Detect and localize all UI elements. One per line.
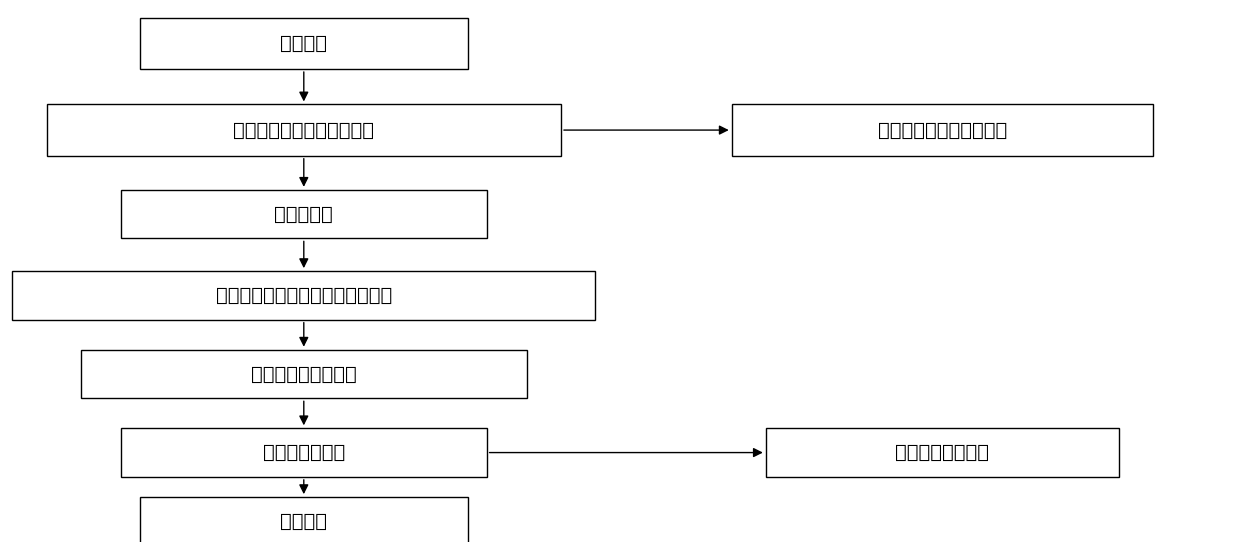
Bar [122,190,486,238]
Text: 燃气的瞬时流量和累计流量的监测: 燃气的瞬时流量和累计流量的监测 [216,286,392,305]
Bar [81,350,527,398]
Text: 出口压力的监测: 出口压力的监测 [263,443,345,462]
Bar [732,104,1153,156]
Bar [766,428,1120,477]
Text: 燃气出气: 燃气出气 [280,512,327,531]
Text: 燃气调压器实现调压: 燃气调压器实现调压 [250,364,357,384]
Bar [139,497,469,542]
Text: 温度、压力超高实行切断: 温度、压力超高实行切断 [878,120,1007,140]
Bar [47,104,560,156]
Bar [139,18,469,69]
Text: 燃气进气: 燃气进气 [280,34,327,53]
Bar [122,428,486,477]
Text: 燃气入口温度和压力的监测: 燃气入口温度和压力的监测 [233,120,374,140]
Text: 过滤器过滤: 过滤器过滤 [274,204,334,224]
Bar [12,271,595,320]
Text: 出口压力超高保护: 出口压力超高保护 [895,443,990,462]
